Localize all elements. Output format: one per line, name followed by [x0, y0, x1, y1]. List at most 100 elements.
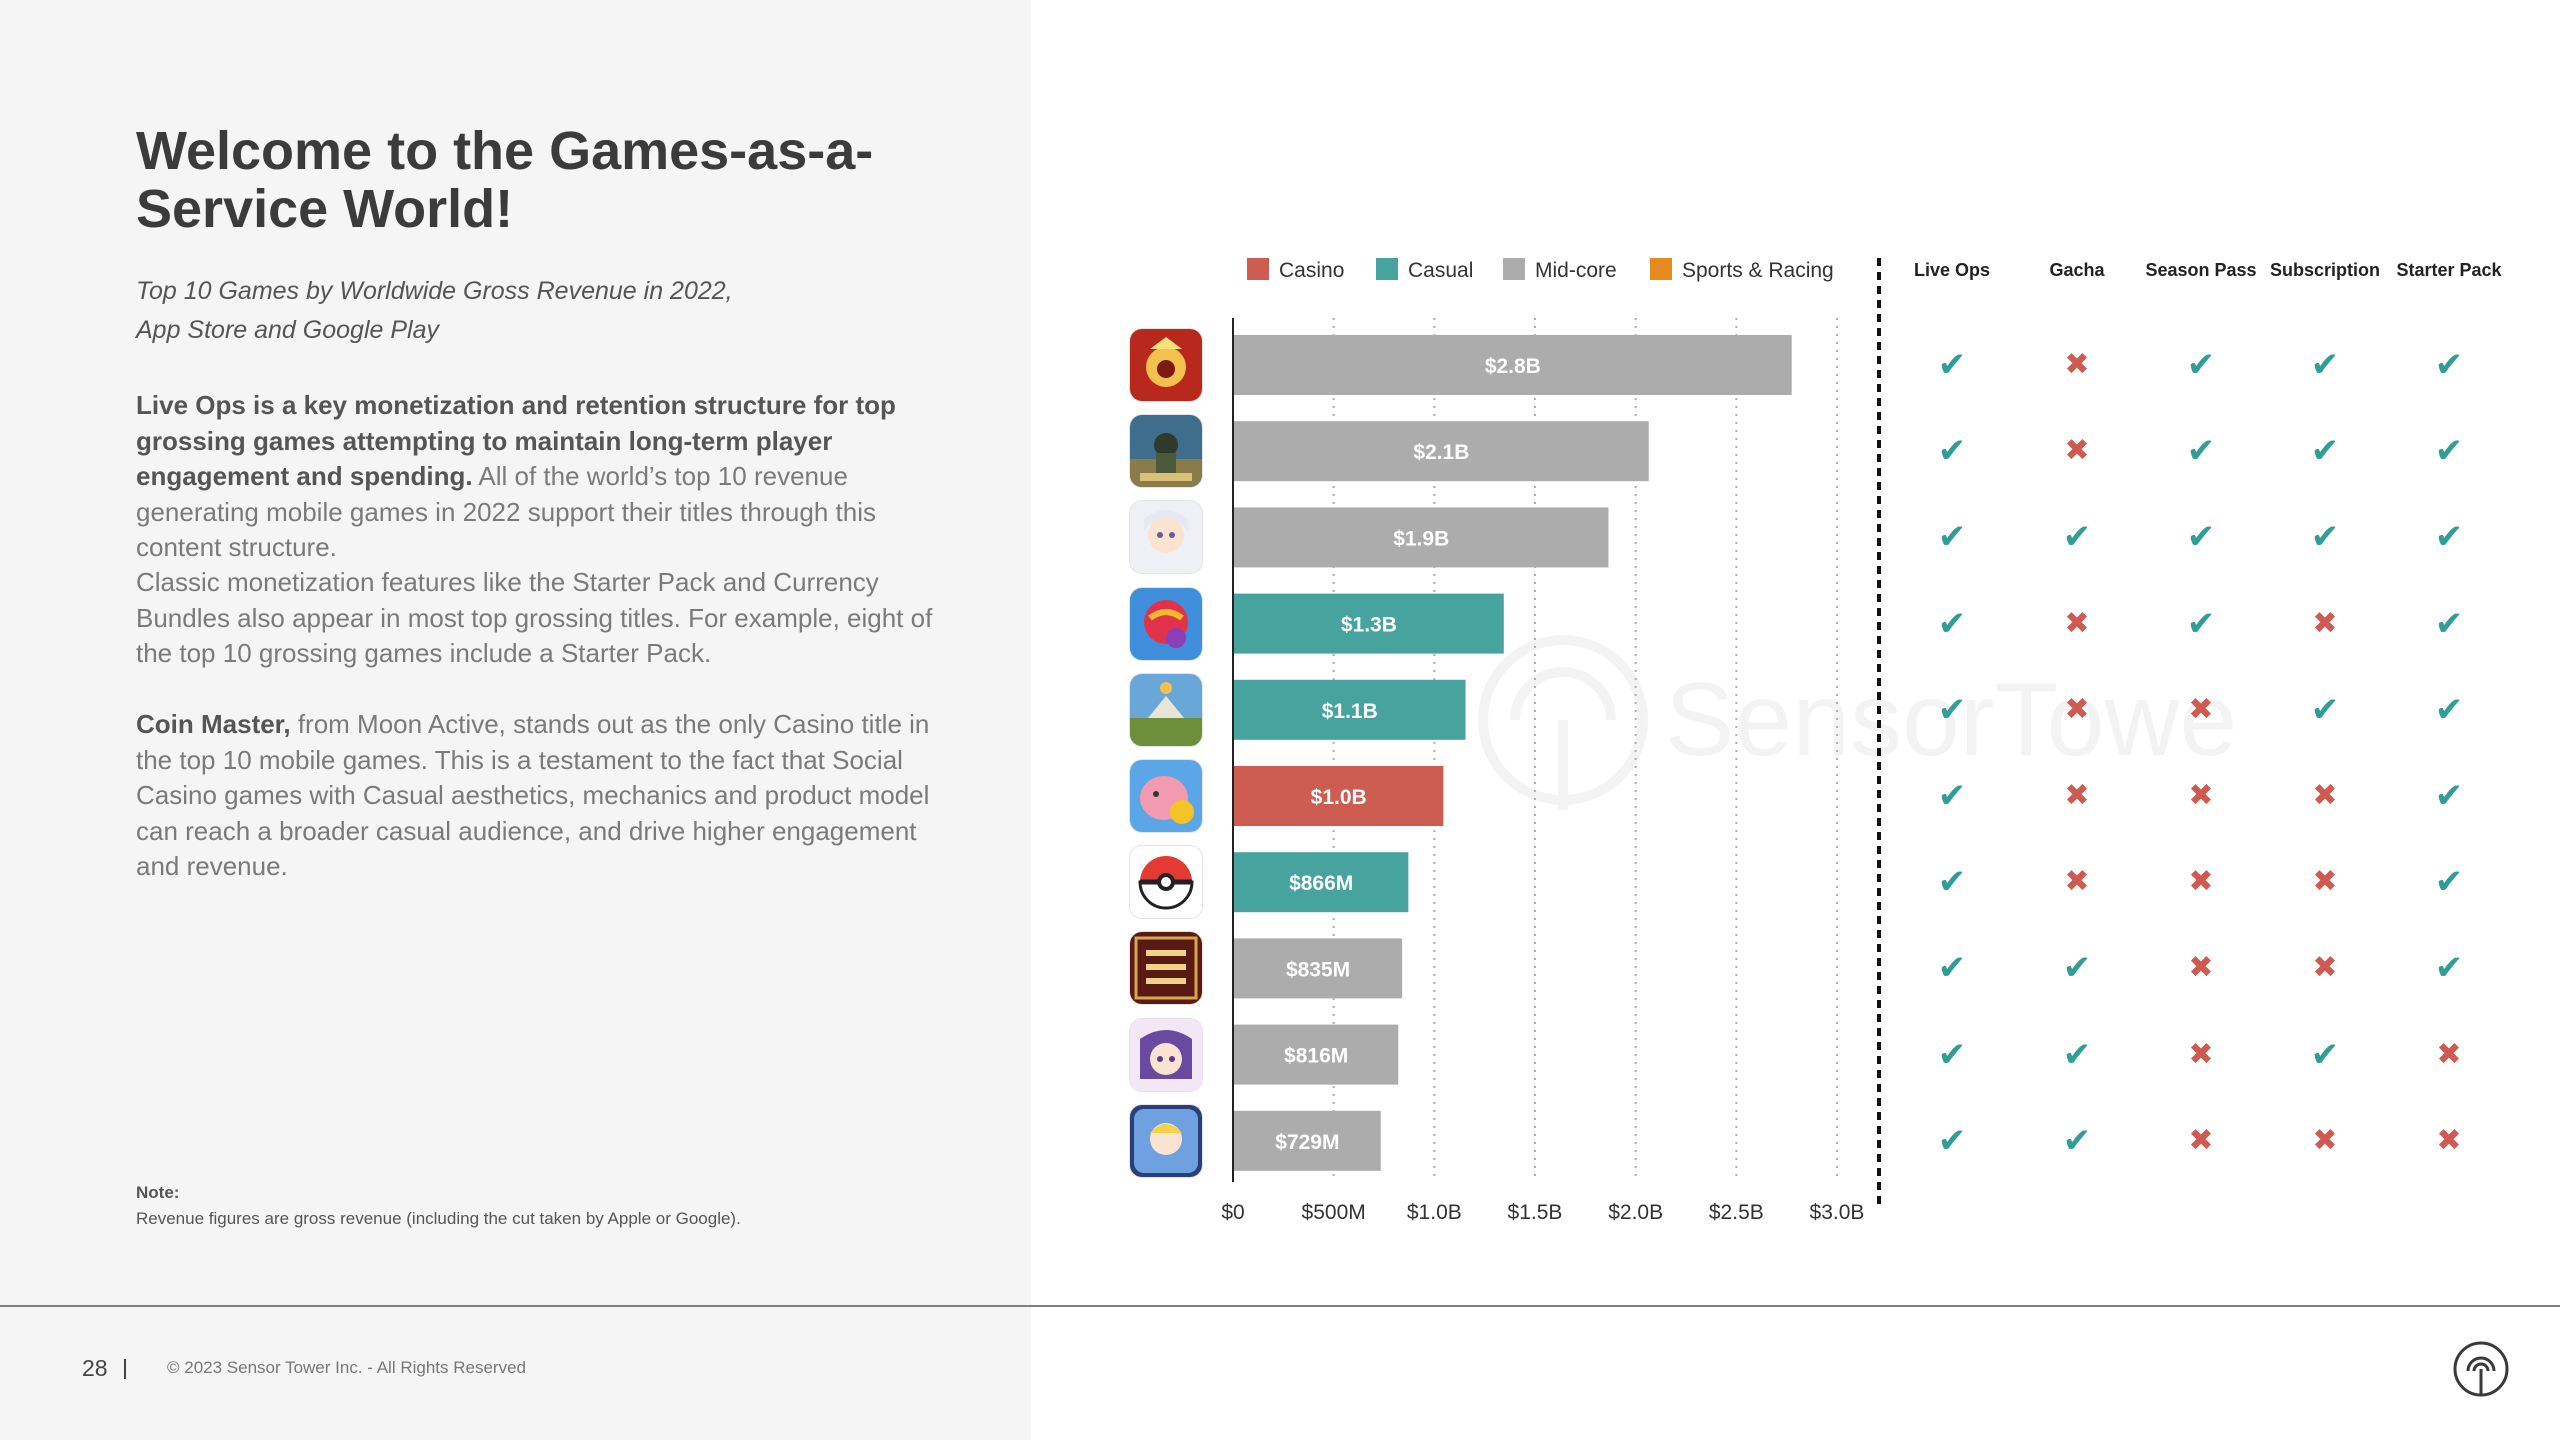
cross-icon: ✖ [2312, 779, 2338, 812]
legend-label: Casino [1279, 259, 1345, 282]
live-ops-paragraph-text: All of the world’s top 10 revenue genera… [136, 461, 876, 562]
feature-column-header: Starter Pack [2396, 260, 2502, 280]
check-icon: ✔ [2062, 949, 2092, 988]
x-tick-label: $0 [1221, 1201, 1244, 1224]
check-icon: ✔ [2310, 432, 2340, 471]
bar-value-label: $1.3B [1341, 614, 1397, 637]
note: Note: Revenue figures are gross revenue … [136, 1180, 996, 1232]
legend-item: Casual [1376, 258, 1473, 292]
check-icon: ✔ [1937, 1121, 1967, 1160]
check-icon: ✔ [2310, 346, 2340, 384]
cross-icon: ✖ [2312, 865, 2338, 899]
legend-swatch [1376, 258, 1398, 280]
sensortower-logo-icon [2453, 1341, 2509, 1397]
chart-subtitle: Top 10 Games by Worldwide Gross Revenue … [136, 272, 956, 350]
monetization-paragraph: Classic monetization features like the S… [136, 567, 933, 668]
subtitle-line-1: Top 10 Games by Worldwide Gross Revenue … [136, 277, 733, 305]
bar-value-label: $2.8B [1485, 355, 1541, 378]
cross-icon: ✖ [2188, 779, 2214, 812]
coin-master-icon [1130, 760, 1202, 832]
page-number: 28 [82, 1355, 108, 1381]
cross-icon: ✖ [2312, 951, 2338, 985]
feature-column-header: Gacha [2049, 260, 2105, 280]
bar [1234, 593, 1504, 654]
check-icon: ✔ [2186, 518, 2216, 557]
check-icon: ✔ [2186, 346, 2216, 384]
coin-master-paragraph-bold: Coin Master, [136, 709, 291, 739]
feature-column-header: Season Pass [2145, 260, 2257, 280]
footer-divider [0, 1305, 2560, 1307]
candy-crush-icon [1130, 587, 1202, 660]
bar-value-label: $729M [1275, 1131, 1339, 1154]
coin-master-paragraph: Coin Master, from Moon Active, stands ou… [136, 707, 966, 885]
pokemon-go-icon [1130, 846, 1202, 919]
bar [1234, 1024, 1399, 1085]
check-icon: ✔ [2434, 777, 2464, 815]
bar [1234, 938, 1403, 999]
check-icon: ✔ [1937, 518, 1967, 557]
legend-swatch [1503, 258, 1525, 280]
three-kingdoms-icon [1130, 932, 1202, 1005]
check-icon: ✔ [1937, 777, 1967, 815]
check-icon: ✔ [2434, 518, 2464, 557]
cross-icon: ✖ [2188, 1123, 2214, 1157]
check-icon: ✔ [2434, 432, 2464, 471]
x-tick-label: $2.5B [1709, 1201, 1764, 1224]
legend-swatch [1650, 258, 1672, 280]
legend-item: Mid-core [1503, 258, 1617, 292]
cross-icon: ✖ [2188, 865, 2214, 899]
check-icon: ✔ [2434, 690, 2464, 729]
bar-value-label: $816M [1284, 1045, 1348, 1068]
check-icon: ✔ [2434, 949, 2464, 988]
check-icon: ✔ [2310, 1035, 2340, 1074]
bar-value-label: $835M [1286, 958, 1350, 981]
check-icon: ✔ [2310, 690, 2340, 729]
check-icon: ✔ [1937, 690, 1967, 729]
x-tick-label: $500M [1302, 1201, 1366, 1224]
check-icon: ✔ [2310, 518, 2340, 557]
cross-icon: ✖ [2312, 606, 2338, 640]
left-panel [0, 0, 1031, 1440]
check-icon: ✔ [2434, 863, 2464, 902]
x-tick-label: $3.0B [1810, 1201, 1865, 1224]
revenue-bar-chart: $2.8B $2.1B $1.9B $1.3B $1.1B $1.0B $866M $835M… [1221, 258, 1881, 1224]
check-icon: ✔ [2186, 604, 2216, 643]
feature-column-header: Live Ops [1913, 260, 1991, 280]
bar-value-label: $2.1B [1413, 441, 1469, 464]
cross-icon: ✖ [2064, 606, 2090, 640]
bar [1234, 766, 1444, 826]
cross-icon: ✖ [2188, 692, 2214, 726]
check-icon: ✔ [2062, 518, 2092, 557]
check-icon: ✔ [2062, 1121, 2092, 1160]
legend-label: Mid-core [1535, 259, 1617, 282]
subtitle-line-2: App Store and Google Play [136, 316, 439, 344]
check-icon: ✔ [1937, 1035, 1967, 1074]
note-text: Revenue figures are gross revenue (inclu… [136, 1209, 741, 1228]
bar-value-label: $1.0B [1311, 786, 1367, 809]
live-ops-paragraph: Live Ops is a key monetization and reten… [136, 388, 966, 566]
check-icon: ✔ [2186, 432, 2216, 471]
cross-icon: ✖ [2064, 348, 2090, 381]
check-icon: ✔ [1937, 346, 1967, 384]
cross-icon: ✖ [2064, 434, 2090, 468]
check-icon: ✔ [2434, 604, 2464, 643]
bar [1234, 421, 1649, 482]
coin-master-paragraph-text: from Moon Active, stands out as the only… [136, 709, 930, 881]
cross-icon: ✖ [2064, 865, 2090, 899]
legend-label: Casual [1408, 259, 1474, 282]
check-icon: ✔ [1937, 432, 1967, 471]
uma-musume-icon [1130, 1018, 1202, 1091]
x-axis: $0 $500M $1.0B $1.5B $2.0B $2.5B $3.0B [1221, 318, 1864, 1224]
check-icon: ✔ [1937, 949, 1967, 988]
bar [1234, 507, 1609, 568]
bar [1234, 1110, 1381, 1171]
check-icon: ✔ [1937, 604, 1967, 643]
cross-icon: ✖ [2064, 692, 2090, 726]
fate-grand-order-icon [1130, 1104, 1202, 1177]
bar-value-label: $1.9B [1393, 527, 1449, 550]
x-tick-label: $1.0B [1407, 1201, 1462, 1224]
check-icon: ✔ [1937, 863, 1967, 902]
x-tick-label: $1.5B [1508, 1201, 1563, 1224]
bar-value-label: $1.1B [1322, 700, 1378, 723]
cross-icon: ✖ [2436, 1037, 2462, 1071]
